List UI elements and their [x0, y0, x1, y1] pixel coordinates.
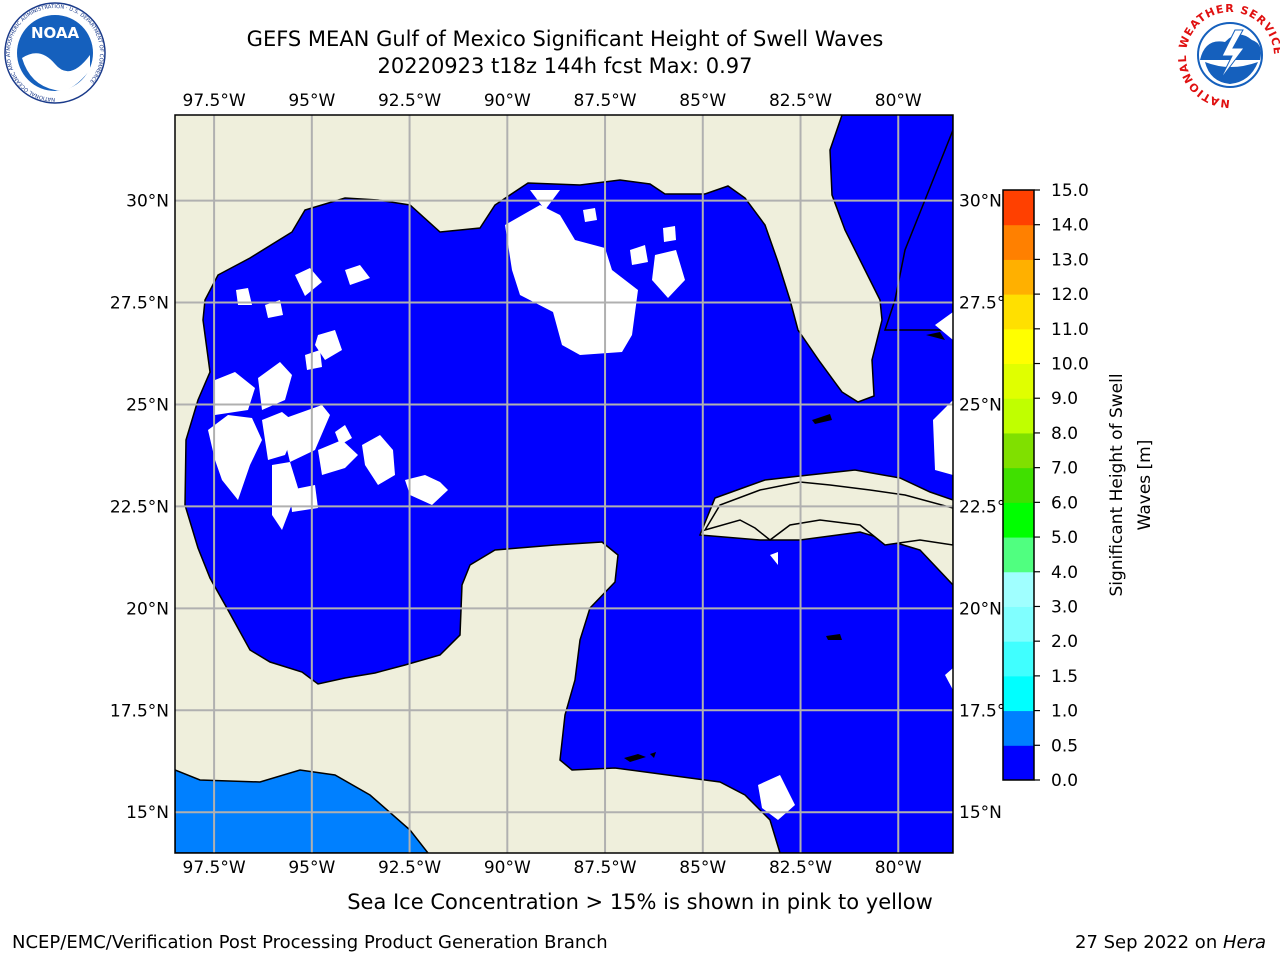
lat-tick-label: 22.5°N	[110, 497, 169, 517]
colorbar-tick-label: 2.0	[1051, 632, 1078, 652]
lon-tick-label: 90°W	[484, 91, 531, 111]
lon-tick-label: 92.5°W	[378, 858, 441, 878]
colorbar-tick-label: 11.0	[1051, 320, 1089, 340]
footer-host: Hera	[1222, 932, 1266, 953]
lat-ticks-left: 30°N 27.5°N 25°N 22.5°N 20°N 17.5°N 15°N	[110, 192, 169, 824]
cuba-island	[703, 481, 953, 546]
lon-tick-label: 80°W	[875, 858, 922, 878]
colorbar-tick-label: 7.0	[1051, 459, 1078, 479]
lon-tick-label: 90°W	[484, 858, 531, 878]
lon-tick-label: 87.5°W	[573, 91, 636, 111]
lat-tick-label: 30°N	[959, 192, 1002, 212]
colorbar-label-line2: Waves [m]	[1135, 440, 1155, 531]
nws-logo-icon: NATIONAL WEATHER SERVICE	[1176, 2, 1280, 110]
lat-tick-label: 20°N	[959, 599, 1002, 619]
colorbar-swatch	[1003, 467, 1034, 503]
colorbar-tick-label: 1.0	[1051, 702, 1078, 722]
lon-tick-label: 82.5°W	[769, 858, 832, 878]
colorbar-swatch	[1003, 502, 1034, 538]
colorbar-tick-label: 6.0	[1051, 493, 1078, 513]
colorbar-swatch	[1003, 294, 1034, 330]
colorbar-swatch	[1003, 606, 1034, 642]
lat-tick-label: 15°N	[959, 803, 1002, 823]
lon-ticks-top: 97.5°W 95°W 92.5°W 90°W 87.5°W 85°W 82.5°W 80°W	[183, 91, 922, 111]
lat-tick-label: 20°N	[126, 599, 169, 619]
lon-tick-label: 85°W	[679, 91, 726, 111]
colorbar-tick-label: 10.0	[1051, 355, 1089, 375]
colorbar-swatch	[1003, 710, 1034, 746]
colorbar-swatch	[1003, 190, 1034, 226]
footer-date: 27 Sep 2022 on Hera	[1075, 932, 1266, 953]
colorbar-swatch	[1003, 398, 1034, 434]
map-area	[175, 115, 953, 853]
chart-subtitle: 20220923 t18z 144h fcst Max: 0.97	[377, 54, 753, 78]
colorbar: 0.0 0.5 1.0 1.5 2.0 3.0 4.0 5.0 6.0 7.0 8.0 9.0 10.0…	[1002, 181, 1089, 791]
chart-title: GEFS MEAN Gulf of Mexico Significant Hei…	[246, 27, 884, 51]
colorbar-frame	[1002, 189, 1035, 781]
lon-tick-label: 80°W	[875, 91, 922, 111]
lon-tick-label: 92.5°W	[378, 91, 441, 111]
atlantic-water	[883, 129, 953, 331]
colorbar-tick-label: 5.0	[1051, 528, 1078, 548]
colorbar-label-line1: Significant Height of Swell	[1107, 373, 1127, 596]
sea-ice-caption: Sea Ice Concentration > 15% is shown in …	[347, 890, 933, 914]
lon-tick-label: 95°W	[288, 91, 335, 111]
lon-tick-label: 82.5°W	[769, 91, 832, 111]
lon-tick-label: 95°W	[288, 858, 335, 878]
gulf-water	[184, 115, 953, 853]
noaa-logo-icon: NOAA NATIONAL OCEANIC AND ATMOSPHERIC AD…	[4, 2, 106, 104]
colorbar-tick-label: 0.0	[1051, 771, 1078, 791]
colorbar-tick-label: 0.5	[1051, 736, 1078, 756]
colorbar-swatch	[1003, 675, 1034, 712]
colorbar-swatch	[1003, 432, 1034, 469]
lat-tick-label: 30°N	[126, 192, 169, 212]
colorbar-swatch	[1003, 641, 1034, 677]
small-islands	[624, 332, 945, 762]
colorbar-tick-label: 15.0	[1051, 181, 1089, 201]
map-gridlines	[175, 115, 953, 853]
lon-tick-label: 87.5°W	[573, 858, 636, 878]
colorbar-tick-label: 13.0	[1051, 250, 1089, 270]
colorbar-tick-label: 9.0	[1051, 389, 1078, 409]
colorbar-swatch	[1003, 363, 1034, 399]
footer-date-text: 27 Sep 2022 on	[1075, 932, 1223, 953]
colorbar-swatch	[1003, 571, 1034, 607]
lon-tick-label: 97.5°W	[183, 858, 246, 878]
colorbar-tick-label: 3.0	[1051, 597, 1078, 617]
lat-tick-label: 25°N	[126, 395, 169, 415]
lat-tick-label: 15°N	[126, 803, 169, 823]
colorbar-tick-label: 4.0	[1051, 563, 1078, 583]
lat-tick-label: 25°N	[959, 395, 1002, 415]
colorbar-tick-label: 14.0	[1051, 216, 1089, 236]
lon-ticks-bottom: 97.5°W 95°W 92.5°W 90°W 87.5°W 85°W 82.5°W 80°W	[183, 858, 922, 878]
lat-tick-label: 27.5°N	[110, 294, 169, 314]
lat-tick-label: 17.5°N	[110, 701, 169, 721]
map-frame	[174, 114, 954, 854]
lon-tick-label: 85°W	[679, 858, 726, 878]
colorbar-swatch	[1003, 745, 1034, 781]
footer-branch: NCEP/EMC/Verification Post Processing Pr…	[12, 932, 608, 953]
lon-tick-label: 97.5°W	[183, 91, 246, 111]
colorbar-swatch	[1003, 259, 1034, 295]
colorbar-swatch	[1003, 328, 1034, 365]
colorbar-tick-label: 8.0	[1051, 424, 1078, 444]
colorbar-tick-label: 1.5	[1051, 667, 1078, 687]
colorbar-swatch	[1003, 537, 1034, 573]
colorbar-swatch	[1003, 224, 1034, 260]
colorbar-tick-label: 12.0	[1051, 285, 1089, 305]
noaa-logo-text: NOAA	[31, 24, 80, 42]
